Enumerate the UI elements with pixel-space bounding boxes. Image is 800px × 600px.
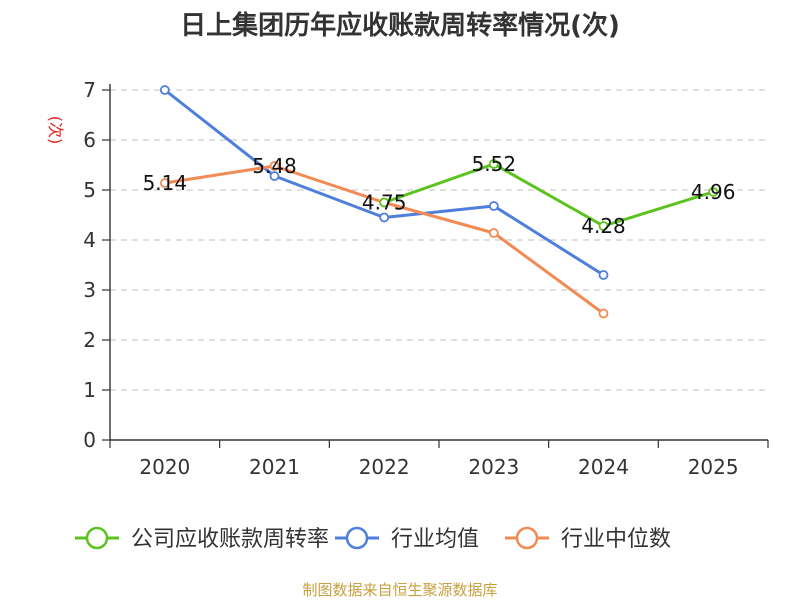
legend-swatch-marker — [85, 526, 109, 550]
y-tick-label: 1 — [83, 378, 96, 402]
legend-item: 公司应收账款周转率 — [75, 526, 329, 552]
grid-lines — [110, 89, 768, 391]
y-tick-label: 2 — [83, 328, 96, 352]
data-point — [488, 201, 499, 211]
y-tick-label: 0 — [83, 428, 96, 452]
data-label: 5.14 — [143, 171, 188, 195]
legend-swatch-marker — [345, 526, 369, 550]
x-tick-label: 2021 — [249, 455, 300, 479]
data-point — [269, 161, 280, 171]
data-point — [598, 308, 609, 319]
series-line — [163, 88, 605, 277]
x-tick-label: 2022 — [359, 455, 410, 479]
y-tick-label: 3 — [83, 278, 96, 302]
data-labels: 4.75 5.52 4.28 4.96 5.14 5.48 — [143, 152, 736, 238]
x-tick-label: 2020 — [139, 455, 190, 479]
legend-item: 行业均值 — [335, 526, 479, 552]
series-lines — [159, 85, 719, 319]
x-tick-label: 2025 — [688, 455, 739, 479]
source-note: 制图数据来自恒生聚源数据库 — [302, 581, 497, 599]
y-tick-label: 6 — [83, 128, 96, 152]
data-point — [159, 178, 170, 188]
data-point — [269, 171, 280, 181]
data-point — [379, 212, 390, 223]
data-point — [488, 159, 499, 169]
data-point — [598, 270, 609, 280]
data-point — [379, 197, 390, 208]
data-point — [598, 221, 609, 231]
axes: 0 1 2 3 4 5 6 7 2020 2021 2022 2023 2024 2025 — [83, 78, 769, 479]
data-label: 4.28 — [581, 214, 626, 238]
data-label: 4.75 — [362, 191, 407, 215]
legend-label: 行业均值 — [391, 527, 479, 552]
data-point — [708, 187, 719, 197]
legend-item: 行业中位数 — [505, 526, 671, 552]
chart-title: 日上集团历年应收账款周转率情况(次) — [180, 10, 620, 41]
y-tick-label: 4 — [83, 228, 96, 252]
legend-swatch-marker — [515, 526, 539, 550]
legend-label: 行业中位数 — [561, 527, 671, 552]
y-axis-label: (次) — [46, 116, 65, 145]
x-tick-label: 2024 — [578, 455, 629, 479]
x-tick-label: 2023 — [468, 455, 519, 479]
legend-label: 公司应收账款周转率 — [131, 527, 329, 552]
series-line — [383, 162, 714, 228]
data-label: 5.52 — [472, 152, 517, 176]
data-point — [159, 85, 170, 95]
y-tick-label: 5 — [83, 178, 96, 202]
y-tick-label: 7 — [83, 78, 96, 102]
legend: 公司应收账款周转率 行业均值 行业中位数 — [75, 526, 671, 552]
data-point — [488, 228, 499, 238]
data-label: 4.96 — [691, 180, 736, 204]
data-label: 5.48 — [252, 154, 297, 178]
